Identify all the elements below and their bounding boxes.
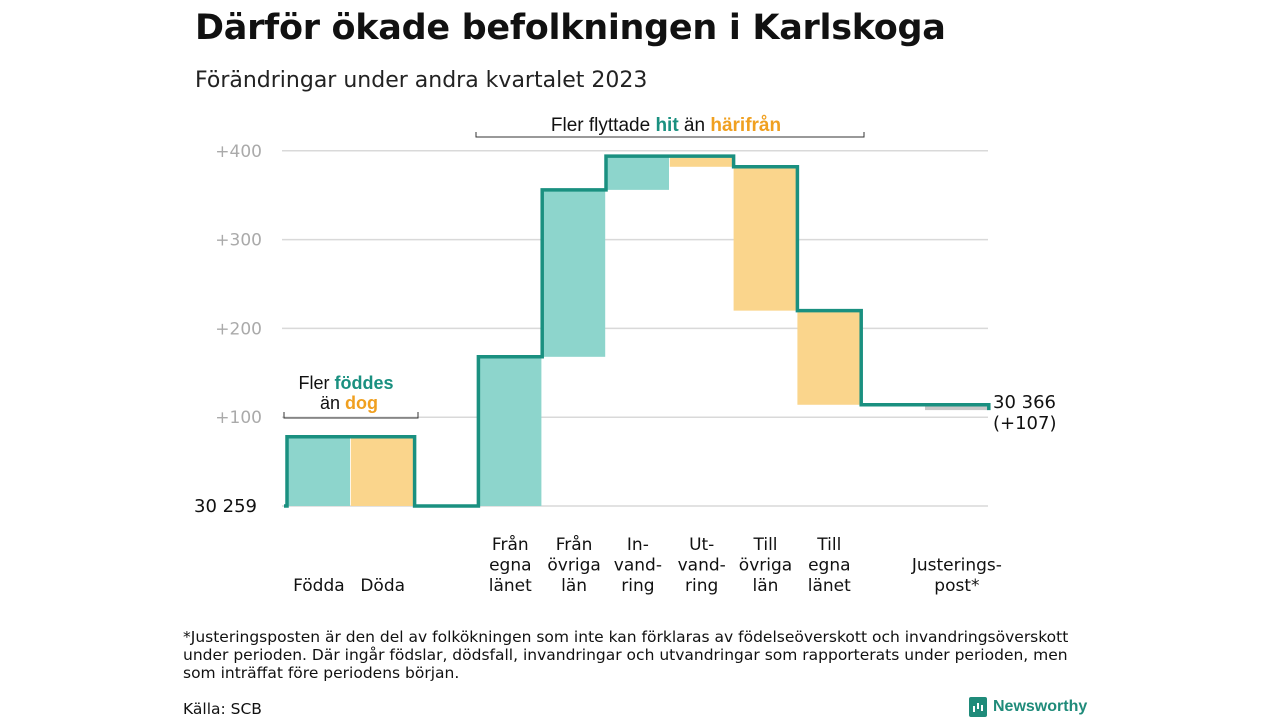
category-label: övriga — [739, 556, 792, 576]
y-tick-label: +300 — [215, 231, 262, 251]
category-label: ring — [621, 576, 654, 596]
category-label: ring — [685, 576, 718, 596]
waterfall-bar — [478, 356, 542, 506]
category-label: In- — [627, 535, 649, 555]
chart-subtitle: Förändringar under andra kvartalet 2023 — [195, 68, 648, 93]
waterfall-bar — [542, 189, 606, 357]
category-label: övriga — [547, 556, 600, 576]
category-label: Från — [492, 534, 529, 555]
start-value-label: 30 259 — [194, 496, 257, 517]
newsworthy-logo-text: Newsworthy — [993, 698, 1088, 715]
end-change-label: (+107) — [993, 413, 1056, 434]
y-tick-label: +100 — [215, 408, 262, 428]
category-label: länet — [808, 576, 851, 596]
waterfall-bar — [287, 436, 350, 506]
category-label: Till — [816, 535, 841, 555]
waterfall-bar — [925, 404, 988, 411]
waterfall-bar — [733, 166, 797, 311]
category-label: län — [561, 576, 587, 596]
y-tick-label: +400 — [215, 142, 262, 162]
category-label: Till — [752, 535, 777, 555]
newsworthy-logo-icon — [969, 697, 987, 717]
category-label: vand- — [614, 556, 662, 576]
cumulative-line — [284, 154, 991, 508]
category-label: vand- — [678, 556, 726, 576]
footnote: *Justeringsposten är den del av folkökni… — [183, 628, 1069, 682]
category-label: Justerings- — [911, 556, 1002, 576]
end-value-label: 30 366 — [993, 392, 1056, 413]
annotation-birth-line1: Fler föddes — [298, 373, 393, 393]
annotation-birth-line2: än dog — [320, 393, 378, 413]
category-label: Ut- — [689, 535, 714, 555]
waterfall-bar — [606, 156, 669, 190]
source-label: Källa: SCB — [183, 700, 262, 718]
newsworthy-logo: Newsworthy — [969, 697, 1087, 717]
category-label: Från — [556, 534, 593, 555]
category-label: Döda — [360, 576, 405, 596]
chart-title: Därför ökade befolkningen i Karlskoga — [195, 8, 946, 48]
annotation-migration-bracket — [475, 132, 865, 138]
category-label: egna — [808, 556, 850, 576]
waterfall-bar — [797, 310, 861, 405]
category-label: post* — [934, 576, 979, 596]
category-label: länet — [489, 576, 532, 596]
category-label: län — [753, 576, 779, 596]
waterfall-bar — [669, 156, 733, 167]
y-tick-label: +200 — [215, 319, 262, 339]
annotation-birth-bracket — [283, 412, 419, 419]
waterfall-bar — [350, 436, 414, 506]
category-label: egna — [489, 556, 531, 576]
category-label: Födda — [293, 576, 345, 596]
annotation-migration: Fler flyttade hit än härifrån — [551, 115, 781, 136]
